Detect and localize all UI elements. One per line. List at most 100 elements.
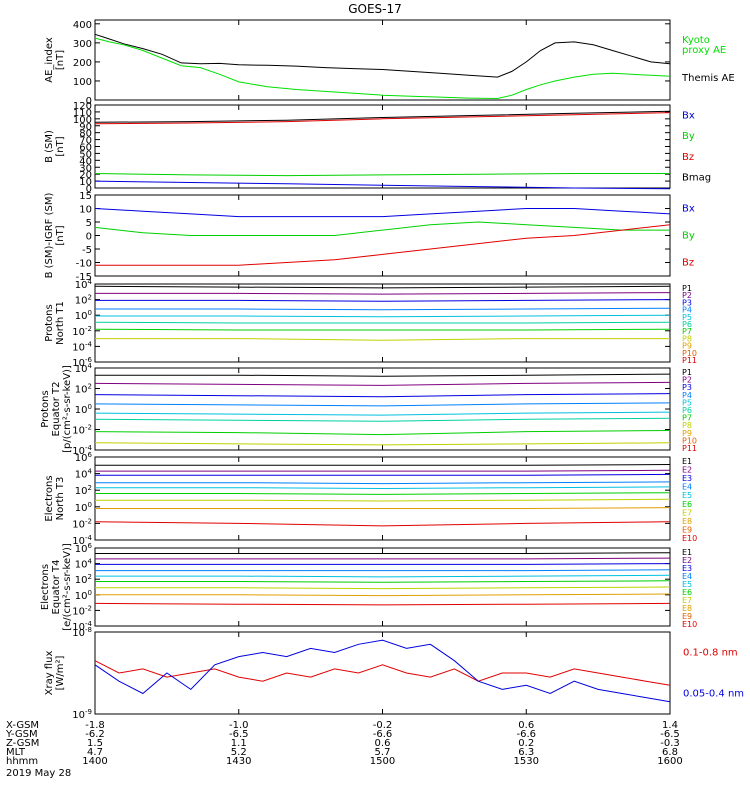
y-tick-label: 400: [73, 20, 92, 31]
series-line: [95, 473, 671, 476]
legend-entry: E6: [682, 500, 692, 509]
y-tick-label: 0: [86, 232, 92, 243]
legend-entry: P3: [682, 298, 692, 307]
y-tick-label: 100: [75, 309, 92, 322]
panel-frame: [94, 367, 671, 451]
footer-value: -6.2: [85, 729, 105, 740]
footer-row-label: hhmm: [6, 756, 38, 767]
panel-pn: 10-6 10-4 10-2 100 102 104 Protons North T1 P1P2…: [44, 278, 697, 369]
footer-value: 1.4: [662, 720, 678, 731]
series-line: [94, 208, 671, 218]
y-tick-label: 104: [75, 362, 93, 375]
y-tick-label: 5: [86, 218, 92, 229]
legend-entry: 0.1-0.8 nm: [683, 648, 738, 659]
series-line: [94, 411, 671, 416]
y-tick-label: 120: [73, 101, 92, 112]
series-line: [95, 498, 671, 502]
panel-ee: 10-4 10-2 100 102 104 106 Electrons Equator T4[…: [40, 542, 697, 633]
y-tick-label: 30: [79, 163, 92, 174]
y-tick-label: 10-6: [72, 356, 92, 369]
legend-entry: E10: [682, 534, 697, 543]
legend-entry: E7: [682, 508, 692, 517]
legend-entry: P11: [682, 444, 697, 453]
legend-entry: E5: [682, 491, 692, 500]
y-tick-label: 10-4: [72, 444, 92, 457]
series-line: [95, 464, 671, 466]
series-line: [95, 492, 671, 495]
y-tick-label: 100: [73, 77, 92, 88]
legend-entry: E5: [682, 580, 692, 589]
footer-value: 1.1: [231, 738, 247, 749]
legend-entry: E3: [682, 564, 692, 573]
legend-entry: P2: [682, 291, 692, 300]
series-line: [95, 224, 671, 266]
legend-entry: Bz: [682, 152, 694, 163]
legend-entry: Bmag: [682, 173, 711, 184]
series-line: [94, 602, 671, 606]
series-line: [94, 110, 671, 123]
legend-entry: E7: [682, 596, 692, 605]
footer-row-label: MLT: [6, 747, 26, 758]
y-axis-label: Protons: [40, 390, 51, 427]
y-axis-label: [e/(cm²-s-sr-keV)]: [62, 543, 73, 631]
y-tick-label: 10-4: [72, 534, 92, 547]
series-line: [95, 486, 671, 490]
y-tick-label: 200: [73, 58, 92, 69]
series-line: [95, 563, 671, 565]
series-line: [95, 569, 671, 572]
y-tick-label: 70: [79, 136, 92, 147]
y-axis-label: Electrons: [44, 475, 55, 521]
y-tick-label: 300: [73, 39, 92, 50]
legend-entry: P1: [682, 368, 692, 377]
y-axis-label: B (SM): [44, 130, 55, 163]
legend-entry: E4: [682, 483, 692, 492]
legend-entry: P1: [682, 284, 692, 293]
legend-entry: P10: [682, 436, 697, 445]
legend-entry: E8: [682, 604, 692, 613]
series-line: [94, 112, 671, 125]
footer-value: 0.6: [518, 720, 534, 731]
series-line: [95, 580, 671, 583]
series-line: [95, 469, 671, 472]
legend-entry: E9: [682, 525, 692, 534]
panel-xray: 10-9 10-8 Xray flux [W/m²] 0.1-0.8 nm 0.05-0.…: [44, 626, 744, 721]
legend-entry: P2: [682, 376, 692, 385]
y-tick-label: 106: [75, 542, 93, 555]
series-line: [94, 221, 670, 236]
y-tick-label: 90: [79, 122, 92, 133]
legend-entry: E9: [682, 612, 692, 621]
series-line: [94, 393, 671, 398]
figure-title: GOES-17: [348, 2, 402, 16]
y-tick-label: 40: [79, 156, 92, 167]
series-line: [94, 381, 671, 386]
panel-bigrf: -15 -10 -5 0 5 10 15 B (SM)-IGRF (SM) [nT] Bx By Bz: [44, 191, 695, 283]
legend-entry: P8: [682, 421, 692, 430]
y-tick-label: 100: [75, 403, 92, 416]
series-line: [94, 33, 671, 78]
y-axis-label: North T3: [55, 477, 66, 521]
y-tick-label: 80: [79, 129, 92, 140]
panel-frame: [94, 194, 671, 277]
panel-frame: [94, 19, 671, 101]
y-tick-label: 10-2: [72, 424, 92, 437]
y-axis-label: [nT]: [55, 225, 66, 245]
legend-entry: P9: [682, 342, 692, 351]
series-line: [94, 660, 671, 686]
y-tick-label: 0: [86, 96, 92, 107]
footer-value: 1.5: [87, 738, 103, 749]
series-line: [94, 180, 671, 190]
y-tick-label: 106: [75, 451, 93, 464]
footer-value: 0.6: [375, 738, 391, 749]
footer-value: 4.7: [87, 747, 103, 758]
series-line: [95, 338, 670, 341]
y-axis-label: North T1: [55, 301, 66, 345]
footer-value: -6.6: [516, 729, 536, 740]
legend-entry: P5: [682, 398, 692, 407]
legend-entry: P7: [682, 327, 692, 336]
footer-value: 1400: [82, 756, 107, 767]
legend-entry: E8: [682, 517, 692, 526]
footer-value: -6.5: [660, 729, 680, 740]
